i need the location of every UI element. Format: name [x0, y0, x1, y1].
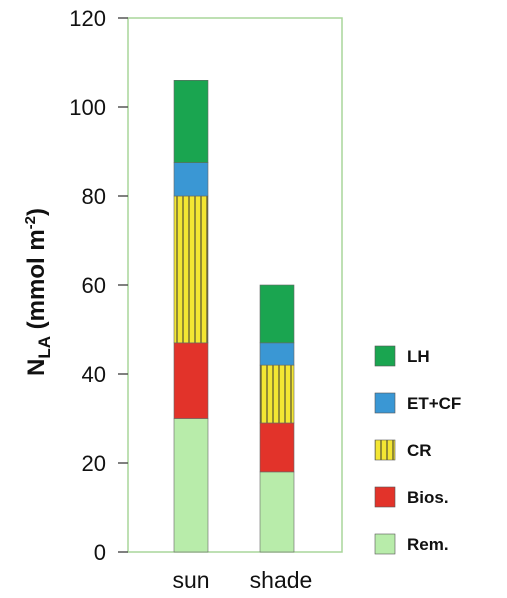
- legend-swatch: [374, 439, 396, 461]
- bar-segment-et-cf-shade: [259, 342, 295, 366]
- y-tick-label: 120: [69, 6, 106, 31]
- bar-segment-cr-sun: [173, 195, 209, 344]
- legend-swatch: [374, 486, 396, 508]
- plot-frame: [127, 17, 343, 553]
- bar-segment-bios--shade: [259, 422, 295, 473]
- y-tick-label: 60: [82, 273, 106, 298]
- legend: LH ET+CF CR Bios. Rem.: [374, 345, 461, 555]
- y-tick-label: 20: [82, 451, 106, 476]
- bars: [173, 80, 295, 553]
- y-tick-label: 80: [82, 184, 106, 209]
- legend-swatch: [374, 533, 396, 555]
- bar-segment-lh-sun: [173, 80, 209, 163]
- y-tick-label: 40: [82, 362, 106, 387]
- legend-swatch: [374, 345, 396, 367]
- bar-segment-et-cf-sun: [173, 162, 209, 197]
- legend-label: Bios.: [407, 488, 449, 507]
- bar-segment-lh-shade: [259, 284, 295, 344]
- bar-segment-bios--sun: [173, 342, 209, 419]
- y-tick-label: 100: [69, 95, 106, 120]
- y-axis-label: NLA (mmol m-2): [22, 208, 54, 376]
- legend-label: Rem.: [407, 535, 449, 554]
- x-axis-categories: sun shade: [172, 567, 312, 593]
- bar-segment-cr-shade: [259, 364, 295, 424]
- bar-segment-rem--sun: [173, 418, 209, 553]
- legend-label: CR: [407, 441, 432, 460]
- y-axis: 0 20 40 60 80 100 120: [69, 6, 128, 565]
- category-label-shade: shade: [250, 567, 313, 593]
- y-tick-label: 0: [94, 540, 106, 565]
- legend-label: ET+CF: [407, 394, 461, 413]
- legend-swatch: [374, 392, 396, 414]
- category-label-sun: sun: [172, 567, 209, 593]
- bar-segment-rem--shade: [259, 471, 295, 553]
- legend-label: LH: [407, 347, 430, 366]
